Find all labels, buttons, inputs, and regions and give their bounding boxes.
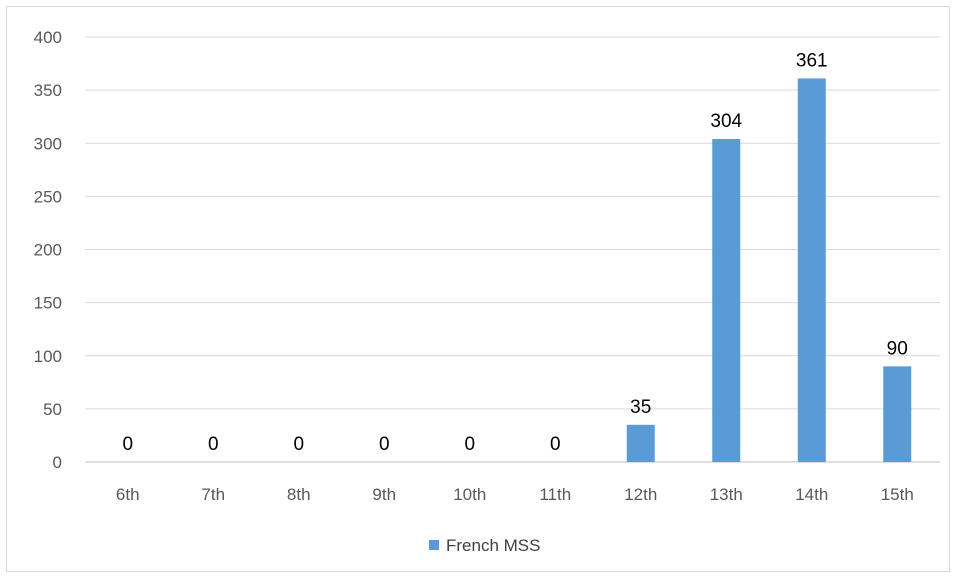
data-label: 0 bbox=[293, 434, 304, 455]
x-tick-label: 7th bbox=[201, 485, 225, 504]
data-label: 0 bbox=[208, 434, 219, 455]
legend-label: French MSS bbox=[446, 536, 540, 555]
x-tick-label: 14th bbox=[795, 485, 828, 504]
bar bbox=[712, 139, 741, 462]
y-tick-label: 400 bbox=[34, 28, 62, 47]
x-tick-label: 15th bbox=[881, 485, 914, 504]
x-tick-label: 13th bbox=[710, 485, 743, 504]
data-label: 361 bbox=[796, 50, 828, 71]
x-tick-label: 10th bbox=[453, 485, 486, 504]
data-label: 0 bbox=[464, 434, 475, 455]
chart-frame bbox=[6, 6, 950, 572]
data-label: 0 bbox=[550, 434, 561, 455]
gridlines bbox=[85, 36, 940, 463]
bar bbox=[626, 424, 655, 462]
y-tick-label: 300 bbox=[34, 134, 62, 153]
y-tick-label: 250 bbox=[34, 187, 62, 206]
data-label: 0 bbox=[379, 434, 390, 455]
x-tick-label: 6th bbox=[116, 485, 140, 504]
y-axis-ticks: 0 50 100 150 200 250 300 350 400 bbox=[34, 28, 62, 472]
y-tick-label: 0 bbox=[53, 453, 62, 472]
y-tick-label: 150 bbox=[34, 294, 62, 313]
legend: French MSS bbox=[429, 536, 540, 555]
legend-swatch bbox=[429, 540, 439, 550]
y-tick-label: 50 bbox=[43, 400, 62, 419]
x-tick-label: 12th bbox=[624, 485, 657, 504]
x-tick-label: 8th bbox=[287, 485, 311, 504]
x-tick-label: 11th bbox=[539, 485, 571, 504]
data-label: 90 bbox=[887, 338, 908, 359]
y-tick-label: 200 bbox=[34, 241, 62, 260]
data-label: 0 bbox=[122, 434, 133, 455]
y-tick-label: 100 bbox=[34, 347, 62, 366]
x-axis-ticks: 6th 7th 8th 9th 10th 11th 12th 13th 14th 15th bbox=[116, 485, 914, 504]
bars bbox=[626, 78, 912, 462]
bar bbox=[797, 78, 826, 462]
data-label: 35 bbox=[630, 397, 651, 418]
y-tick-label: 350 bbox=[34, 81, 62, 100]
x-tick-label: 9th bbox=[372, 485, 396, 504]
data-labels: 0 0 0 0 0 0 35 304 361 90 bbox=[122, 50, 907, 455]
data-label: 304 bbox=[710, 111, 742, 132]
bar bbox=[883, 366, 912, 462]
